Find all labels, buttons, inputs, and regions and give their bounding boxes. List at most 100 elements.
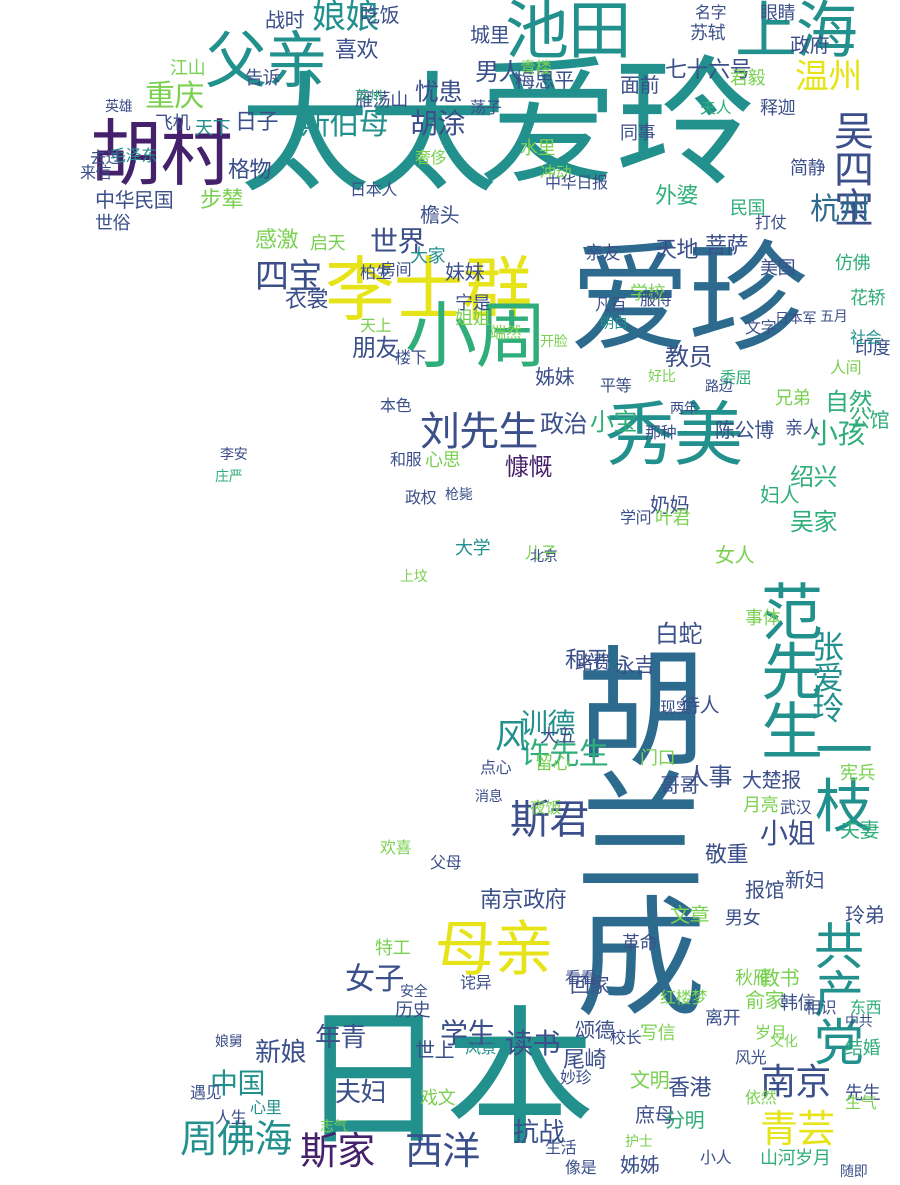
word-208: 社会 bbox=[850, 328, 882, 347]
word-15: 一枝 bbox=[805, 720, 873, 832]
word-172: 毛泽东 bbox=[110, 146, 158, 165]
word-153: 宪兵 bbox=[840, 763, 876, 784]
word-139: 学校 bbox=[630, 283, 666, 304]
word-62: 绍兴 bbox=[790, 463, 838, 491]
word-132: 民国 bbox=[730, 198, 766, 219]
word-171: 飞机 bbox=[155, 113, 191, 134]
word-200: 那种 bbox=[645, 423, 677, 442]
word-90: 檐头 bbox=[420, 203, 460, 227]
word-224: 生气 bbox=[845, 1093, 877, 1112]
word-34: 张爱玲 bbox=[807, 630, 845, 723]
word-222: 像是 bbox=[565, 1158, 597, 1177]
word-191: 庄严 bbox=[215, 469, 243, 485]
word-194: 学问 bbox=[620, 508, 652, 527]
word-148: 门口 bbox=[640, 748, 676, 769]
word-201: 好比 bbox=[648, 369, 676, 385]
word-61: 新妇 bbox=[785, 868, 825, 892]
word-16: 共产党 bbox=[806, 920, 864, 1064]
word-136: 面前 bbox=[620, 73, 660, 97]
word-127: 小宝 bbox=[590, 408, 638, 436]
word-137: 叶君 bbox=[655, 508, 691, 529]
word-50: 和平 bbox=[565, 648, 609, 673]
word-12: 秀美 bbox=[605, 394, 744, 476]
word-195: 北京 bbox=[530, 549, 558, 565]
word-67: 忧患 bbox=[415, 78, 463, 106]
word-149: 儿子 bbox=[525, 543, 557, 562]
word-55: 报馆 bbox=[745, 878, 785, 902]
word-181: 点心 bbox=[480, 758, 512, 777]
word-119: 许先生 bbox=[520, 737, 609, 772]
word-51: 白蛇 bbox=[655, 620, 703, 648]
word-211: 现实 bbox=[660, 698, 692, 717]
word-157: 欢喜 bbox=[380, 838, 412, 857]
word-21: 南京 bbox=[760, 1062, 831, 1103]
word-140: 委屈 bbox=[720, 368, 752, 387]
word-197: 心里 bbox=[250, 1098, 282, 1117]
word-112: 风光 bbox=[735, 1048, 767, 1067]
word-57: 文明 bbox=[630, 1068, 670, 1092]
word-37: 读书 bbox=[505, 1027, 560, 1060]
word-49: 政治 bbox=[540, 410, 588, 438]
word-120: 斯君 bbox=[510, 797, 589, 843]
word-209: 五月 bbox=[820, 309, 848, 325]
word-45: 天地 bbox=[655, 238, 699, 263]
word-155: 东西 bbox=[850, 998, 882, 1017]
word-147: 同事 bbox=[620, 123, 656, 144]
word-19: 斯家 bbox=[300, 1129, 375, 1173]
word-74: 战时 bbox=[265, 8, 305, 32]
word-89: 姊妹 bbox=[535, 365, 575, 389]
word-115: 山河岁月 bbox=[760, 1148, 831, 1169]
word-28: 斯伯母 bbox=[300, 107, 389, 142]
word-185: 青楼 bbox=[520, 58, 552, 77]
word-54: 敬重 bbox=[705, 843, 749, 868]
word-117: 人生 bbox=[215, 1108, 247, 1127]
word-95: 公馆 bbox=[850, 408, 890, 432]
word-125: 大五 bbox=[540, 726, 576, 747]
word-33: 小姐 bbox=[760, 817, 815, 850]
word-146: 名字 bbox=[695, 3, 727, 22]
word-85: 步辇 bbox=[200, 188, 244, 213]
word-198: 苏州 bbox=[355, 89, 383, 105]
word-134: 吃饭 bbox=[360, 3, 400, 27]
word-5: 爱珍 bbox=[570, 230, 808, 369]
word-228: 志气 bbox=[320, 1119, 348, 1135]
word-150: 留心 bbox=[535, 753, 571, 774]
word-216: 风景 bbox=[465, 1038, 497, 1057]
word-130: 告诉 bbox=[245, 68, 281, 89]
word-80: 君毅 bbox=[730, 68, 766, 89]
word-65: 南京政府 bbox=[480, 888, 567, 913]
word-99: 待人 bbox=[680, 693, 720, 717]
word-187: 简静 bbox=[790, 158, 826, 179]
word-206: 服侍 bbox=[640, 290, 672, 309]
word-215: 父母 bbox=[430, 853, 462, 872]
word-183: 离开 bbox=[705, 1008, 741, 1029]
word-227: 娘舅 bbox=[215, 1034, 243, 1050]
word-173: 来信 bbox=[80, 163, 112, 182]
word-75: 梅思平 bbox=[515, 68, 574, 92]
word-128: 女人 bbox=[715, 543, 755, 567]
word-82: 亲友 bbox=[585, 243, 621, 264]
word-68: 喜欢 bbox=[335, 38, 379, 63]
word-70: 朋友 bbox=[352, 334, 400, 362]
word-196: 英雄 bbox=[105, 99, 133, 115]
word-204: 明白 bbox=[600, 316, 628, 332]
word-118: 世上 bbox=[415, 1038, 455, 1062]
word-177: 诧异 bbox=[460, 973, 492, 992]
word-88: 妹妹 bbox=[445, 260, 485, 284]
word-41: 抗战 bbox=[513, 1118, 564, 1148]
word-91: 世俗 bbox=[95, 213, 131, 234]
word-81: 外婆 bbox=[655, 184, 699, 209]
word-108: 俞家 bbox=[745, 988, 785, 1012]
word-71: 衣裳 bbox=[285, 288, 329, 313]
word-176: 历史 bbox=[395, 1000, 431, 1021]
word-109: 韩信 bbox=[780, 993, 816, 1014]
word-162: 宁是 bbox=[455, 293, 491, 314]
word-103: 月亮 bbox=[743, 795, 779, 816]
word-114: 姊姊 bbox=[620, 1153, 660, 1177]
word-27: 四宝 bbox=[255, 257, 322, 297]
word-77: 政府 bbox=[790, 33, 830, 57]
word-223: 护士 bbox=[625, 1134, 653, 1150]
word-113: 分明 bbox=[665, 1108, 705, 1132]
word-186: 释迦 bbox=[760, 98, 796, 119]
word-189: 打仗 bbox=[755, 213, 787, 232]
